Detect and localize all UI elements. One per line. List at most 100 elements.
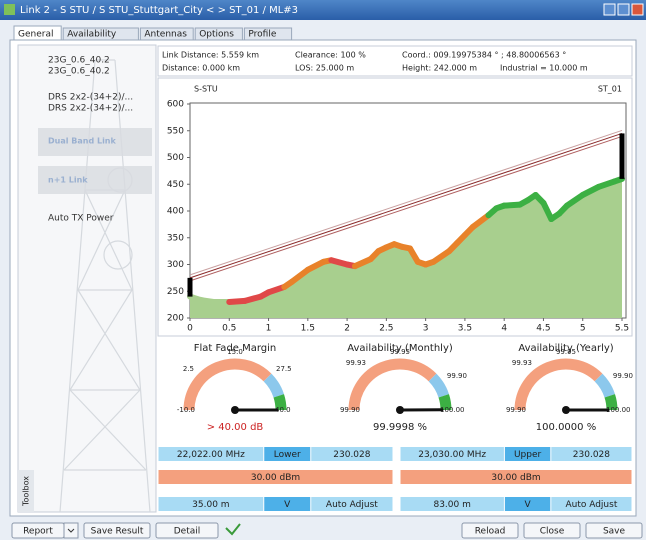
tab-label[interactable]: General [18,30,53,40]
gauge-value: 100.0000 % [536,422,596,433]
dropdown-arrow [67,528,75,533]
site-right: ST_01 [598,85,622,94]
button-label[interactable]: Close [540,527,565,537]
param-cell[interactable] [311,497,393,511]
param-text[interactable]: Auto Adjust [326,500,378,510]
param-cell[interactable] [551,447,632,461]
param-cell[interactable] [311,447,393,461]
info-text: Clearance: 100 % [295,51,366,60]
toolbox-item[interactable]: 23G_0.6_40.2 [48,56,110,66]
gauge-band [604,394,618,411]
param-text[interactable]: 22,022.00 MHz [177,450,245,460]
tab-label[interactable]: Options [199,30,234,40]
param-cell[interactable] [158,470,393,484]
param-cell[interactable] [504,497,551,511]
gauge-band [273,394,287,411]
gauge-tick-label: 100.00 [606,406,631,414]
gauge-band [183,358,272,411]
button-label[interactable]: Reload [475,527,506,537]
clearance-band [430,248,453,265]
param-cell[interactable] [400,470,632,484]
gauge-tick-label: 100.00 [440,406,465,414]
toolbox-item[interactable]: n+1 Link [48,176,88,185]
param-cell[interactable] [264,497,311,511]
param-text[interactable]: 23,030.00 MHz [418,450,486,460]
param-text[interactable]: Upper [514,450,542,460]
button[interactable] [155,522,219,539]
clearance-band [289,266,311,285]
param-cell[interactable] [400,447,504,461]
maximize[interactable] [617,3,630,16]
tab[interactable] [139,27,194,41]
info-text: Industrial = 10.000 m [500,64,588,73]
site-left: S-STU [194,85,218,94]
detail-icon [225,523,241,536]
x-tick-label: 1 [266,324,272,334]
toolbox-item[interactable]: DRS 2x2-(34+2)/... [48,93,133,103]
param-text[interactable]: Lower [274,450,301,460]
los-line [189,135,623,282]
param-text[interactable]: 230.028 [333,450,370,460]
gauge-band [263,373,284,398]
gauge-value: > 40.00 dB [207,422,264,433]
param-text[interactable]: 83.00 m [433,500,470,510]
gauge-hub [396,406,404,414]
y-tick-label: 400 [167,207,184,217]
toolbox-item[interactable]: DRS 2x2-(34+2)/... [48,104,133,114]
gauge-tick-label: 99.90 [506,406,526,414]
param-text[interactable]: 30.00 dBm [491,473,540,483]
y-tick-label: 200 [167,314,184,324]
toolbox-item[interactable]: Auto TX Power [48,214,114,224]
param-cell[interactable] [158,497,264,511]
gauge-tick-label: 99.90 [340,406,360,414]
info-text: Distance: 0.000 km [162,64,240,73]
los-line [189,132,623,279]
gauge-hub [562,406,570,414]
dropdown[interactable] [63,522,79,539]
param-cell[interactable] [551,497,632,511]
close-window[interactable] [631,3,644,16]
n1-link-box[interactable] [38,166,152,194]
button-label[interactable]: Save [603,527,626,537]
y-tick-label: 500 [167,153,184,163]
tab-label[interactable]: Availability [67,30,117,40]
toolbox-tab[interactable] [18,470,34,512]
param-text[interactable]: V [525,500,532,510]
button[interactable] [523,522,581,539]
param-text[interactable]: Auto Adjust [565,500,617,510]
param-text[interactable]: V [284,500,291,510]
minimize[interactable] [603,3,616,16]
gauge-tick-label: 99.90 [447,372,467,380]
x-tick-label: 4 [501,324,507,334]
x-tick-label: 3.5 [458,324,472,334]
toolbox-item[interactable]: Dual Band Link [48,137,117,146]
button[interactable] [585,522,643,539]
param-text[interactable]: 30.00 dBm [251,473,300,483]
toolbox-label[interactable]: Toolbox [22,476,31,507]
param-cell[interactable] [400,497,504,511]
param-cell[interactable] [158,447,264,461]
param-cell[interactable] [264,447,311,461]
tab[interactable] [243,27,293,41]
button[interactable] [83,522,151,539]
button-label[interactable]: Save Result [91,527,144,537]
dual-band-box[interactable] [38,128,152,156]
x-tick-label: 2 [344,324,350,334]
y-tick-label: 250 [167,287,184,297]
param-text[interactable]: 230.028 [573,450,610,460]
param-text[interactable]: 35.00 m [192,500,229,510]
antenna [187,277,193,297]
info-text: LOS: 25.000 m [295,64,354,73]
button-label[interactable]: Detail [174,527,201,537]
param-cell[interactable] [504,447,551,461]
button-label[interactable]: Report [23,527,53,537]
button[interactable] [461,522,519,539]
gauge-band [348,358,437,411]
tab[interactable] [194,27,243,41]
tab-label[interactable]: Antennas [144,30,187,40]
tab-label[interactable]: Profile [248,30,276,40]
tab[interactable] [13,25,62,41]
tab[interactable] [62,27,139,41]
toolbox-item[interactable]: 23G_0.6_40.2 [48,67,110,77]
